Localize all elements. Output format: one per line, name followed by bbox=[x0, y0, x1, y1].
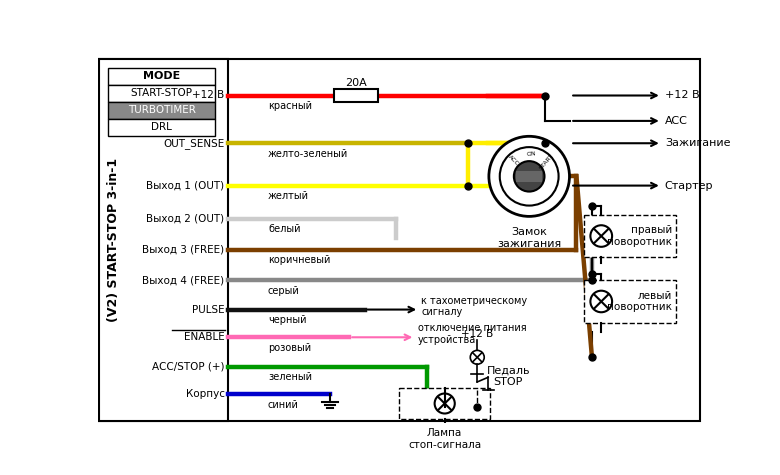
Text: Выход 1 (OUT): Выход 1 (OUT) bbox=[147, 180, 225, 190]
Text: к тахометрическому
сигналу: к тахометрическому сигналу bbox=[421, 295, 527, 317]
Bar bbox=[99, 58, 228, 421]
Text: Педаль
STOP: Педаль STOP bbox=[487, 366, 530, 387]
Text: Замок
зажигания: Замок зажигания bbox=[497, 227, 562, 249]
Text: +12 В: +12 В bbox=[193, 91, 225, 101]
Text: левый
поворотник: левый поворотник bbox=[607, 291, 672, 312]
Bar bbox=[399, 388, 491, 419]
Text: Лампа
стоп-сигнала: Лампа стоп-сигнала bbox=[408, 428, 481, 450]
Circle shape bbox=[500, 147, 558, 206]
Text: DRL: DRL bbox=[151, 122, 172, 132]
Text: Стартер: Стартер bbox=[665, 180, 713, 190]
Text: +12 В: +12 В bbox=[665, 91, 700, 101]
Text: Выход 4 (FREE): Выход 4 (FREE) bbox=[143, 276, 225, 285]
Circle shape bbox=[434, 393, 455, 414]
Circle shape bbox=[514, 161, 544, 191]
Text: ENABLE: ENABLE bbox=[184, 332, 225, 342]
Text: зеленый: зеленый bbox=[268, 372, 312, 382]
Bar bbox=[584, 280, 675, 323]
Text: START-STOP: START-STOP bbox=[131, 88, 193, 98]
Text: белый: белый bbox=[268, 225, 300, 235]
Bar bbox=[108, 68, 215, 85]
Text: желтый: желтый bbox=[268, 191, 309, 201]
Circle shape bbox=[470, 351, 484, 364]
Bar bbox=[584, 215, 675, 257]
Text: серый: серый bbox=[268, 286, 300, 296]
Bar bbox=[108, 102, 215, 119]
Text: ACC/STOP (+): ACC/STOP (+) bbox=[152, 361, 225, 371]
Text: отключение питания
устройства: отключение питания устройства bbox=[417, 323, 526, 345]
Bar bbox=[516, 171, 542, 182]
Circle shape bbox=[590, 225, 612, 247]
Circle shape bbox=[590, 291, 612, 312]
Text: OUT_SENSE: OUT_SENSE bbox=[163, 138, 225, 149]
Text: ACC: ACC bbox=[507, 154, 519, 167]
Text: красный: красный bbox=[268, 101, 312, 111]
Text: +12 В: +12 В bbox=[461, 329, 494, 339]
Text: Выход 3 (FREE): Выход 3 (FREE) bbox=[143, 245, 225, 255]
Text: START: START bbox=[538, 153, 555, 171]
Text: розовый: розовый bbox=[268, 343, 311, 353]
Text: Корпус: Корпус bbox=[186, 389, 225, 399]
Text: TURBOTIMER: TURBOTIMER bbox=[128, 105, 196, 115]
Text: коричневый: коричневый bbox=[268, 255, 331, 265]
Text: MODE: MODE bbox=[144, 71, 180, 81]
Text: Зажигание: Зажигание bbox=[665, 138, 730, 148]
Bar bbox=[108, 119, 215, 135]
Text: синий: синий bbox=[268, 400, 299, 410]
Text: (V2) START-STOP 3-in-1: (V2) START-STOP 3-in-1 bbox=[107, 157, 119, 322]
Text: 20A: 20A bbox=[345, 78, 367, 88]
Text: PULSE: PULSE bbox=[192, 304, 225, 314]
Text: желто-зеленый: желто-зеленый bbox=[268, 149, 348, 159]
Bar bbox=[108, 85, 215, 102]
Text: ON: ON bbox=[526, 151, 536, 157]
Text: ACC: ACC bbox=[665, 116, 688, 126]
Text: Выход 2 (OUT): Выход 2 (OUT) bbox=[147, 214, 225, 224]
Text: правый
поворотник: правый поворотник bbox=[607, 225, 672, 247]
Circle shape bbox=[489, 136, 569, 217]
Text: черный: черный bbox=[268, 315, 307, 325]
Bar bbox=[334, 89, 378, 102]
